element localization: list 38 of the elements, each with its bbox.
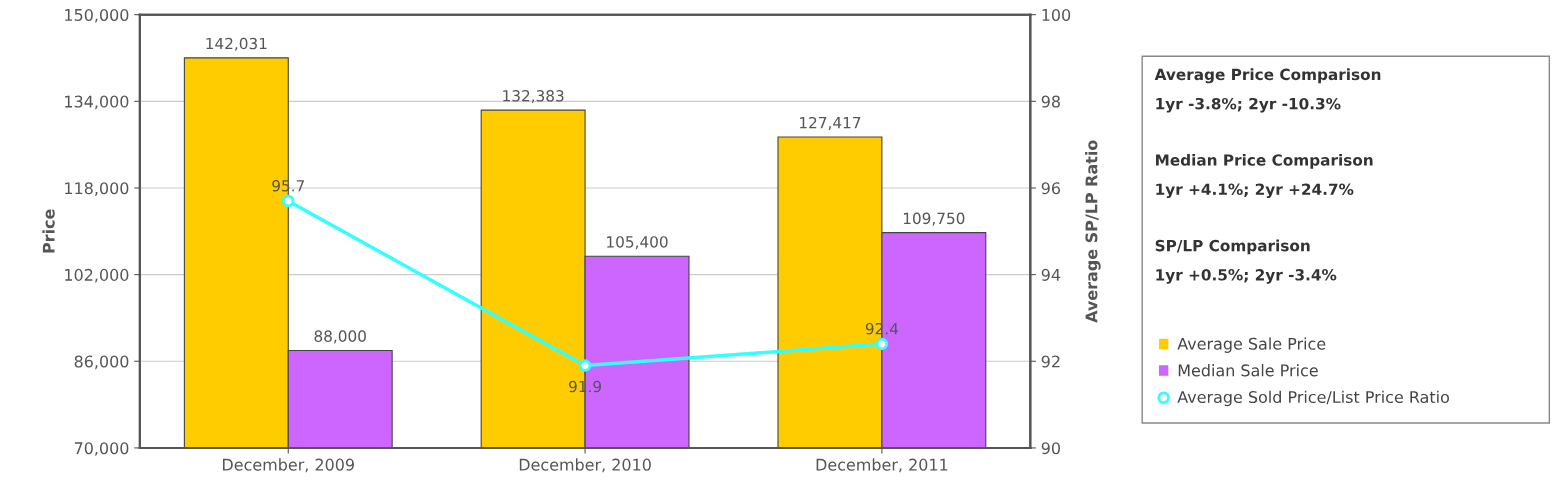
data-label: 92.4 — [865, 322, 899, 335]
text: 1yr +4.1%; 2yr +24.7% — [1156, 183, 1354, 199]
y-tick-label: 150,000 — [65, 8, 129, 23]
data-label: 95.7 — [272, 179, 304, 192]
data-label: 132,383 — [503, 90, 564, 104]
data-label: 88,000 — [314, 330, 366, 344]
x-tick-label: December, 2011 — [816, 458, 948, 473]
y2-tick-label: 90 — [1041, 442, 1060, 455]
y2-tick-label: 96 — [1041, 182, 1061, 195]
y2-tick-label: 100 — [1042, 8, 1071, 21]
point — [282, 194, 295, 208]
legend-label: Average Sale Price — [1177, 337, 1326, 353]
text: 1yr -3.8%; 2yr -10.3% — [1156, 97, 1341, 113]
data-label: 142,031 — [206, 37, 267, 51]
y2-tick-label: 98 — [1041, 95, 1060, 108]
y-tick-label: 134,000 — [65, 95, 129, 110]
y2-axis-title: Average SP/LP Ratio — [1085, 140, 1101, 323]
point — [875, 337, 889, 351]
text: Median Price Comparison — [1156, 153, 1373, 169]
y-tick-label: 70,000 — [74, 442, 129, 456]
y-tick-label: 102,000 — [65, 268, 129, 283]
y2-tick-label: 92 — [1041, 355, 1060, 368]
data-label: 105,400 — [607, 236, 668, 250]
text: Average Price Comparison — [1154, 68, 1381, 84]
y-tick-label: 118,000 — [65, 182, 129, 196]
y2-tick-label: 94 — [1041, 268, 1061, 281]
text: 1yr +0.5%; 2yr -3.4% — [1156, 269, 1337, 284]
x-tick-label: December, 2010 — [519, 458, 651, 473]
x-tick-label: December, 2009 — [223, 458, 354, 473]
legend-label: Average Sold Price/List Price Ratio — [1177, 390, 1449, 407]
legend-label: Median Sale Price — [1178, 364, 1318, 377]
data-label: 91.9 — [569, 380, 602, 393]
y-tick-label: 86,000 — [74, 355, 129, 370]
y-axis-title: Price — [42, 209, 55, 253]
text: SP/LP Comparison — [1155, 239, 1310, 255]
data-label: 109,750 — [903, 212, 965, 226]
point — [578, 359, 592, 372]
data-label: 127,417 — [800, 116, 861, 131]
